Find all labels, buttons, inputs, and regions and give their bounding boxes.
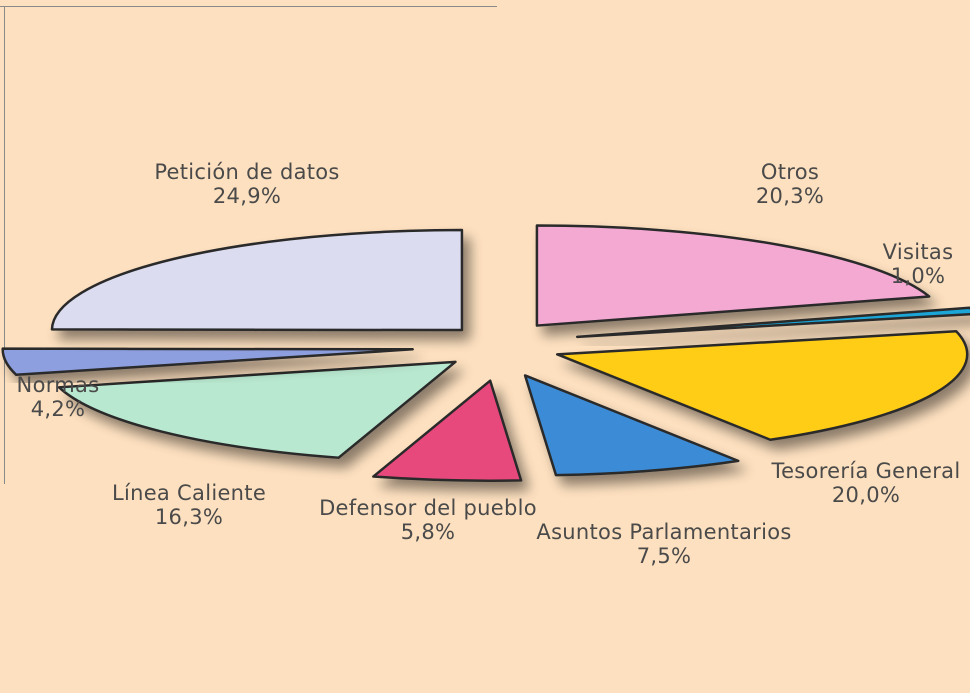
slice-label-peticion-de-datos: Petición de datos 24,9% [154,160,339,208]
slice-label-normas: Normas 4,2% [17,373,100,421]
slice-label-visitas: Visitas 1,0% [883,240,954,288]
pie-slice-peticion-de-datos [50,228,464,332]
slice-percent: 20,3% [755,184,825,208]
slice-label-tesoreria-general: Tesorería General 20,0% [772,459,961,507]
pie-slice-otros [535,224,931,327]
pie-slice-linea-caliente [57,360,457,459]
slice-percent: 16,3% [154,505,224,529]
pie-slice-asuntos-parlamentarios [523,374,740,477]
slice-percent: 7,5% [636,544,692,568]
pie-slice-defensor-del-pueblo [372,379,523,482]
pie-slice-visitas [575,306,970,339]
slice-name: Línea Caliente [111,481,267,505]
slice-percent: 24,9% [212,184,282,208]
slice-label-linea-caliente: Línea Caliente 16,3% [112,481,266,529]
slice-label-defensor-del-pueblo: Defensor del pueblo 5,8% [319,496,537,544]
pie-slice-tesoreria-general [555,330,969,442]
slice-name: Defensor del pueblo [319,496,537,520]
slice-percent: 1,0% [890,264,946,288]
frame-left-line [4,6,5,484]
slice-percent: 20,0% [831,483,901,507]
slice-name: Otros [760,160,820,184]
slice-name: Normas [16,373,100,397]
slice-label-otros: Otros 20,3% [756,160,824,208]
pie-slice-normas [1,347,414,377]
slice-name: Asuntos Parlamentarios [536,520,792,544]
slice-name: Tesorería General [771,459,961,483]
slice-name: Petición de datos [154,160,340,184]
slice-percent: 5,8% [400,520,456,544]
slice-percent: 4,2% [30,397,86,421]
slice-name: Visitas [882,240,954,264]
frame-top-line [0,6,497,7]
slice-label-asuntos-parlamentarios: Asuntos Parlamentarios 7,5% [536,520,791,568]
